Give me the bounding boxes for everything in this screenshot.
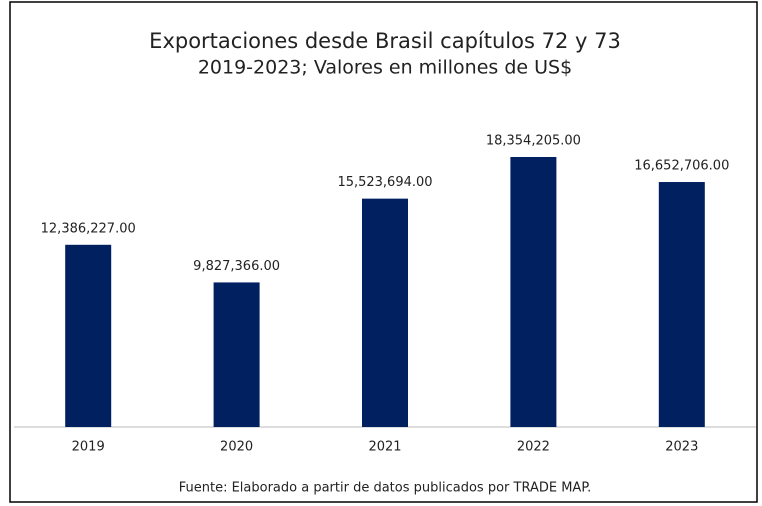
x-tick-label: 2020	[220, 440, 253, 455]
bar	[510, 157, 557, 427]
frame	[9, 1, 758, 503]
bar	[213, 282, 260, 427]
bar	[65, 244, 112, 427]
chart-subtitle: 2019-2023; Valores en millones de US$	[198, 57, 572, 79]
chart-title: Exportaciones desde Brasil capítulos 72 …	[149, 29, 621, 53]
source-note: Fuente: Elaborado a partir de datos publ…	[179, 481, 592, 496]
x-tick-label: 2023	[665, 440, 698, 455]
data-label: 9,827,366.00	[193, 259, 280, 274]
data-label: 12,386,227.00	[41, 221, 136, 236]
x-tick-label: 2019	[72, 440, 105, 455]
bar	[658, 182, 705, 427]
data-label: 15,523,694.00	[337, 175, 432, 190]
bar	[362, 198, 408, 427]
x-tick-label: 2021	[368, 440, 401, 455]
data-label: 16,652,706.00	[634, 159, 729, 174]
x-tick-label: 2022	[517, 440, 550, 455]
data-label: 18,354,205.00	[486, 134, 581, 149]
